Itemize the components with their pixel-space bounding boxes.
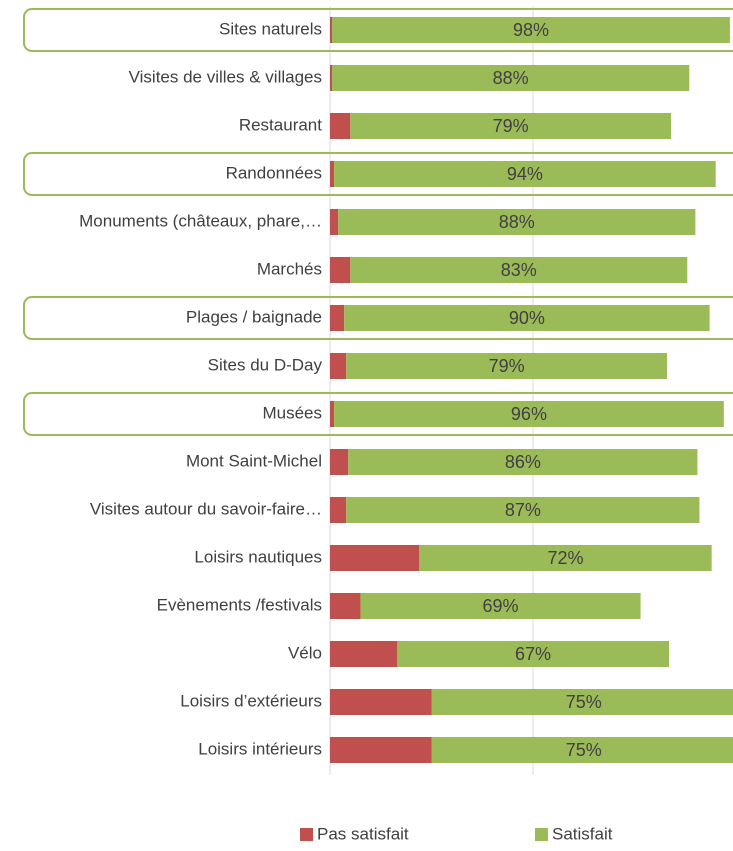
- highlight-box: [23, 8, 733, 52]
- bar-segment: [330, 257, 351, 283]
- bar-segment: [334, 401, 724, 427]
- data-label: 79%: [493, 116, 529, 136]
- bar-segment: [330, 497, 347, 523]
- category-label: Musées: [262, 403, 322, 422]
- bar-segment: [344, 305, 710, 331]
- data-label: 88%: [499, 212, 535, 232]
- legend-label: Pas satisfait: [317, 824, 409, 843]
- legend-swatch: [300, 828, 313, 841]
- data-label: 69%: [483, 596, 519, 616]
- bar-segment: [330, 689, 432, 715]
- category-label: Monuments (châteaux, phare,…: [79, 211, 322, 230]
- category-label: Sites du D-Day: [208, 355, 323, 374]
- bar-segment: [332, 65, 690, 91]
- bar-segment: [330, 113, 351, 139]
- bar-segment: [330, 353, 347, 379]
- highlight-box: [23, 392, 733, 436]
- bar-segment: [346, 353, 667, 379]
- data-label: 75%: [566, 740, 602, 760]
- data-label: 96%: [511, 404, 547, 424]
- data-label: 72%: [547, 548, 583, 568]
- data-label: 79%: [489, 356, 525, 376]
- category-label: Mont Saint-Michel: [186, 451, 322, 470]
- bar-segment: [346, 497, 700, 523]
- data-label: 90%: [509, 308, 545, 328]
- category-label: Marchés: [257, 259, 322, 278]
- bar-segment: [431, 689, 733, 715]
- legend-swatch: [535, 828, 548, 841]
- bar-segment: [396, 641, 670, 667]
- legend-label: Satisfait: [552, 824, 613, 843]
- bar-segment: [330, 449, 349, 475]
- bar-segment: [330, 161, 335, 187]
- bar-segment: [330, 593, 361, 619]
- bar-segment: [348, 449, 698, 475]
- category-label: Loisirs d’extérieurs: [180, 691, 322, 710]
- category-label: Visites autour du savoir-faire…: [90, 499, 322, 518]
- bar-segment: [330, 209, 339, 235]
- bar-segment: [350, 257, 688, 283]
- bar-segment: [330, 305, 345, 331]
- bar-segment: [431, 737, 733, 763]
- bar-segment: [350, 113, 672, 139]
- category-label: Restaurant: [239, 115, 322, 134]
- highlight-box: [23, 152, 733, 196]
- data-label: 67%: [515, 644, 551, 664]
- data-label: 86%: [505, 452, 541, 472]
- data-label: 83%: [501, 260, 537, 280]
- data-label: 88%: [493, 68, 529, 88]
- bar-segment: [334, 161, 716, 187]
- bar-segment: [419, 545, 712, 571]
- category-label: Vélo: [288, 643, 322, 662]
- bar-segment: [330, 641, 397, 667]
- bar-segment: [330, 737, 432, 763]
- category-label: Sites naturels: [219, 19, 322, 38]
- data-label: 94%: [507, 164, 543, 184]
- category-label: Loisirs intérieurs: [198, 739, 322, 758]
- category-label: Visites de villes & villages: [129, 67, 322, 86]
- bar-segment: [330, 545, 420, 571]
- bar-segment: [330, 65, 333, 91]
- data-label: 87%: [505, 500, 541, 520]
- category-label: Randonnées: [226, 163, 322, 182]
- bar-segment: [338, 209, 696, 235]
- category-label: Plages / baignade: [186, 307, 322, 326]
- bar-segment: [360, 593, 641, 619]
- category-label: Loisirs nautiques: [194, 547, 322, 566]
- bar-segment: [330, 401, 335, 427]
- data-label: 75%: [566, 692, 602, 712]
- bar-segment: [330, 17, 333, 43]
- highlight-box: [23, 296, 733, 340]
- category-label: Evènements /festivals: [157, 595, 322, 614]
- bar-segment: [332, 17, 730, 43]
- data-label: 98%: [513, 20, 549, 40]
